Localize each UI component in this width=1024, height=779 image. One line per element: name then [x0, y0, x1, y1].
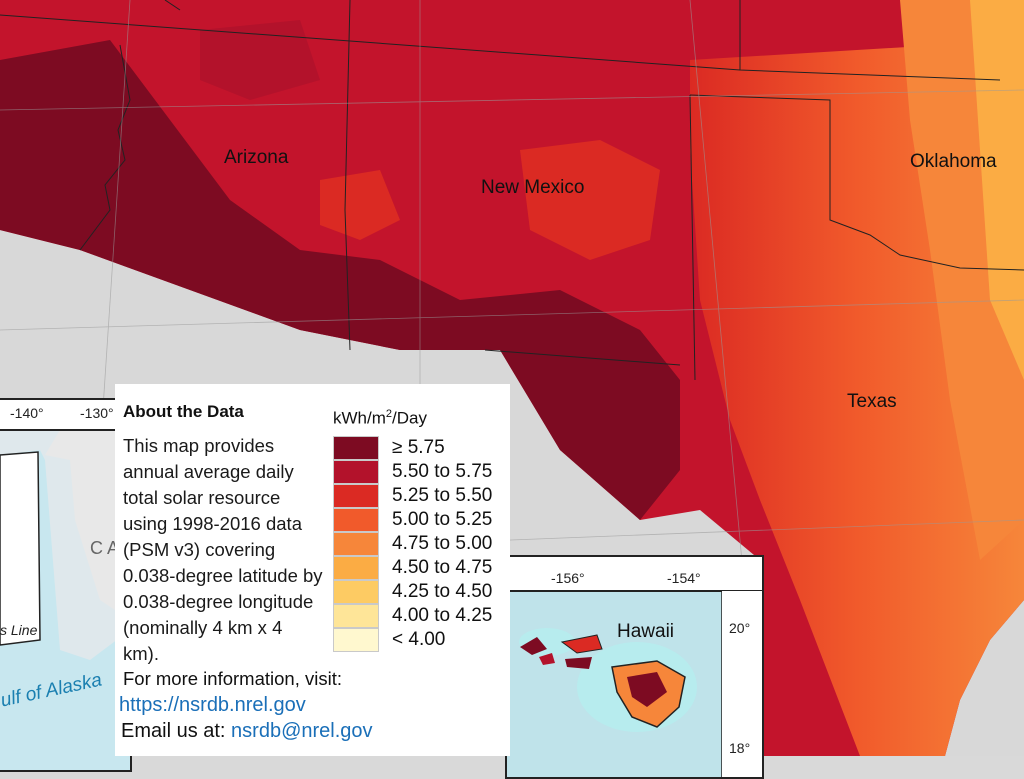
hawaii-lat-tick: 18°: [729, 740, 751, 756]
alaska-line-label: s Line: [0, 622, 38, 638]
hawaii-title: Hawaii: [617, 621, 675, 642]
alaska-inset: -140° -130° CA s Line ulf of Alaska: [0, 398, 132, 772]
legend-swatch: [333, 532, 379, 556]
legend-title: kWh/m2/Day: [333, 408, 427, 429]
legend-label: 5.50 to 5.75: [392, 461, 493, 482]
more-info-text: For more information, visit:: [123, 668, 342, 689]
legend-label: 4.75 to 5.00: [392, 533, 493, 554]
legend-unit-sup: 2: [385, 408, 393, 420]
legend-label: 4.25 to 4.50: [392, 581, 493, 602]
alaska-canada-label: CA: [90, 538, 124, 558]
alaska-lon-tick: -140°: [10, 405, 44, 421]
about-body: This map provides annual average daily t…: [123, 435, 323, 664]
email-line: Email us at: nsrdb@nrel.gov: [121, 720, 373, 743]
solar-resource-map: [0, 0, 1024, 756]
label-oklahoma: Oklahoma: [910, 151, 997, 172]
legend-unit-tail: /Day: [392, 408, 427, 428]
legend-swatch: [333, 556, 379, 580]
alaska-lon-tick: -130°: [80, 405, 114, 421]
about-data-panel: About the Data This map provides annual …: [115, 384, 510, 756]
legend-swatch: [333, 460, 379, 484]
legend-label: < 4.00: [392, 629, 446, 650]
hawaii-lat-tick: 20°: [729, 620, 751, 636]
legend-label: ≥ 5.75: [392, 437, 445, 458]
legend-swatch: [333, 484, 379, 508]
legend-label: 4.00 to 4.25: [392, 605, 493, 626]
label-arizona: Arizona: [224, 147, 289, 168]
legend-swatch: [333, 436, 379, 460]
legend-swatch: [333, 604, 379, 628]
about-title: About the Data: [123, 402, 244, 421]
legend-swatch: [333, 628, 379, 652]
hawaii-lon-tick: -156°: [551, 570, 585, 586]
label-new-mexico: New Mexico: [481, 177, 585, 198]
email-link[interactable]: nsrdb@nrel.gov: [231, 720, 373, 742]
legend-label: 4.50 to 4.75: [392, 557, 493, 578]
legend-unit-main: kWh/m: [333, 408, 386, 428]
darkest-west: [0, 40, 680, 520]
legend-swatch: [333, 508, 379, 532]
legend-swatch: [333, 580, 379, 604]
label-texas: Texas: [847, 391, 897, 412]
legend-label: 5.25 to 5.50: [392, 485, 493, 506]
email-prefix: Email us at:: [121, 720, 226, 742]
hawaii-inset: -156° -154° 20° 18° Hawaii: [505, 555, 764, 779]
nsrdb-link[interactable]: https://nsrdb.nrel.gov: [119, 694, 306, 716]
legend-label: 5.00 to 5.25: [392, 509, 493, 530]
hawaii-lon-tick: -154°: [667, 570, 701, 586]
